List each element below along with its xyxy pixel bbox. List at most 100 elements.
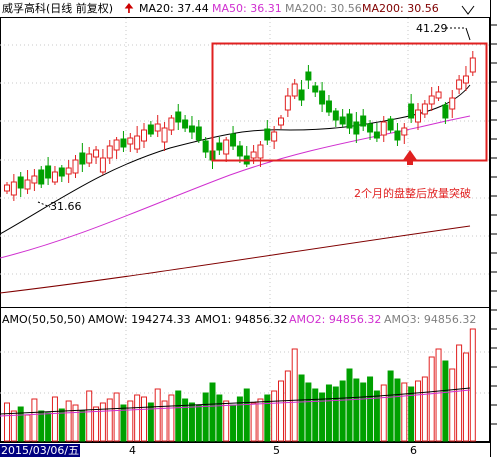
candle-up <box>415 109 421 123</box>
volume-bar-down <box>298 374 305 442</box>
candle-down <box>394 130 401 141</box>
candle-up <box>10 181 17 196</box>
volume-bar-up <box>106 398 113 442</box>
low-leader <box>37 201 51 208</box>
volume-bar-down <box>360 382 367 442</box>
volume-bar-down <box>387 370 394 442</box>
amo2-line <box>0 389 471 417</box>
candle-down <box>332 110 339 121</box>
candle-down <box>188 125 195 133</box>
volume-bar-up <box>31 398 38 442</box>
candle-up <box>4 184 10 192</box>
candle-down <box>325 100 332 113</box>
volume-bar-down <box>188 402 195 442</box>
volume-bar-down <box>264 394 271 442</box>
volume-bar-down <box>58 408 65 442</box>
candle-up <box>99 157 106 173</box>
candle-up <box>24 179 31 190</box>
volume-bar-down <box>45 412 52 442</box>
amo1-line <box>0 387 471 415</box>
candle-down <box>387 118 394 131</box>
volume-bar-up <box>86 390 93 442</box>
high-marker <box>461 5 475 15</box>
candle-up <box>51 171 58 183</box>
candle-down <box>17 176 24 189</box>
candle-down <box>339 116 346 125</box>
candle-down <box>367 123 374 133</box>
volume-bar-up <box>469 328 476 442</box>
chart-title: 威孚高科(日线 前复权) <box>2 2 114 15</box>
volume-bar-up <box>141 396 147 442</box>
amow-label: AMOW: 194274.33 <box>88 313 191 326</box>
volume-bars <box>0 328 476 442</box>
volume-bar-down <box>147 402 154 442</box>
volume-bar-down <box>373 390 380 442</box>
volume-bar-up <box>271 390 278 442</box>
volume-bar-down <box>367 376 374 442</box>
candle-up <box>168 117 175 131</box>
candle-up <box>421 103 428 115</box>
candle-up <box>127 137 134 145</box>
volume-bar-down <box>195 404 202 442</box>
candle-down <box>38 169 45 185</box>
candle-down <box>408 103 415 119</box>
candle-up <box>106 145 113 159</box>
month-label-6: 6 <box>410 444 417 457</box>
volume-bar-down <box>182 398 189 442</box>
candle-down <box>79 152 86 165</box>
volume-bar-down <box>408 386 415 442</box>
candle-up <box>401 127 408 136</box>
candle-down <box>58 167 65 177</box>
candle-down <box>182 119 189 129</box>
ma200-label-gray: MA200: 30.56 <box>285 2 362 15</box>
volume-bar-up <box>65 400 72 442</box>
volume-bar-down <box>175 390 182 442</box>
volume-bar-up <box>428 356 435 442</box>
candle-down <box>236 145 243 157</box>
volume-bar-down <box>236 396 243 442</box>
volume-bar-up <box>93 406 100 442</box>
volume-bar-down <box>216 394 223 442</box>
candle-down <box>298 89 305 101</box>
volume-bar-down <box>346 368 353 442</box>
volume-bar-up <box>415 380 421 442</box>
candle-down <box>319 90 326 105</box>
candle-up <box>113 139 120 151</box>
candle-down <box>216 142 223 151</box>
candle-down <box>442 104 449 119</box>
volume-bar-down <box>325 384 332 442</box>
volume-bar-up <box>113 392 120 442</box>
volume-bar-down <box>17 406 24 442</box>
ma50-label: MA50: 36.31 <box>212 2 282 15</box>
candle-up <box>31 175 38 184</box>
volume-bar-down <box>230 404 237 442</box>
volume-bar-up <box>449 368 456 442</box>
red-up-arrow-icon: 🠉 <box>124 1 134 15</box>
candle-up <box>462 75 469 84</box>
volume-bar-down <box>305 382 312 442</box>
candle-down <box>353 121 360 135</box>
candle-up <box>380 121 387 136</box>
candle-down <box>120 138 127 148</box>
candle-up <box>257 144 264 159</box>
candle-up <box>161 127 168 143</box>
start-date-label: 2015/03/06/五 <box>0 444 81 457</box>
high-pointer <box>465 27 471 41</box>
candle-up <box>291 83 298 97</box>
candle-up <box>154 123 161 132</box>
candle-up <box>134 135 141 150</box>
volume-bar-up <box>278 380 284 442</box>
volume-bar-up <box>51 396 58 442</box>
candle-up <box>435 91 442 99</box>
candle-down <box>360 115 367 127</box>
volume-bar-up <box>168 394 175 442</box>
volume-bar-up <box>4 402 10 442</box>
volume-bar-up <box>99 402 106 442</box>
candle-down <box>305 71 312 81</box>
candle-up <box>141 129 147 142</box>
volume-bar-up <box>223 400 230 442</box>
volume-bar-down <box>79 410 86 442</box>
volume-bar-down <box>353 378 360 442</box>
candle-up <box>86 153 93 164</box>
